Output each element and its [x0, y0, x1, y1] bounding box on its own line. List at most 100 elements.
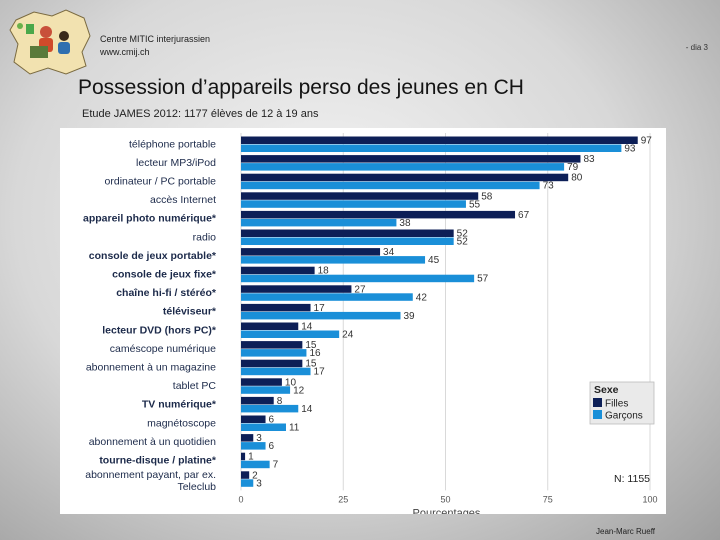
- bar-garcons: [241, 311, 401, 320]
- org-url: www.cmij.ch: [100, 47, 150, 57]
- bar-garcons: [241, 367, 311, 376]
- data-label: 42: [416, 292, 428, 303]
- category-label: appareil photo numérique*: [83, 213, 217, 225]
- data-label: 93: [624, 144, 636, 155]
- bar-filles: [241, 452, 246, 461]
- bar-filles: [241, 303, 311, 312]
- bar-garcons: [241, 181, 540, 190]
- bar-filles: [241, 266, 315, 275]
- bar-garcons: [241, 237, 454, 245]
- category-label: tourne-disque / platine*: [99, 455, 217, 467]
- bar-filles: [241, 248, 381, 256]
- data-label: 79: [567, 162, 579, 173]
- category-label: console de jeux portable*: [89, 250, 217, 262]
- data-label: 1: [248, 452, 254, 463]
- bar-garcons: [241, 293, 413, 301]
- bar-garcons: [241, 460, 270, 469]
- data-label: 7: [273, 460, 279, 471]
- bar-garcons: [241, 404, 299, 413]
- bar-garcons: [241, 163, 565, 171]
- category-label: abonnement à un magazine: [86, 362, 216, 374]
- x-tick-label: 0: [238, 494, 243, 504]
- data-label: 14: [301, 322, 313, 333]
- category-label: téléviseur*: [163, 306, 217, 318]
- data-label: 6: [269, 415, 275, 426]
- x-tick-label: 25: [338, 494, 348, 504]
- data-label: 14: [301, 404, 313, 415]
- x-tick-label: 100: [642, 494, 657, 504]
- category-label: radio: [193, 231, 217, 243]
- category-label: caméscope numérique: [110, 343, 216, 355]
- data-label: 55: [469, 199, 481, 210]
- bar-filles: [241, 155, 581, 163]
- category-label: ordinateur / PC portable: [105, 176, 217, 188]
- data-label: 57: [477, 274, 489, 285]
- data-label: 83: [583, 154, 595, 165]
- data-label: 17: [314, 367, 326, 378]
- bar-filles: [241, 173, 569, 182]
- bar-garcons: [241, 256, 426, 264]
- bar-garcons: [241, 330, 340, 338]
- data-label: 15: [305, 359, 317, 370]
- data-label: 2: [252, 470, 258, 481]
- bar-garcons: [241, 349, 307, 357]
- data-label: 73: [543, 181, 555, 192]
- data-label: 3: [256, 478, 262, 489]
- bar-filles: [241, 415, 266, 423]
- data-label: 11: [289, 423, 300, 434]
- bar-garcons: [241, 442, 266, 450]
- data-label: 38: [399, 218, 411, 229]
- legend-swatch-garcons: [593, 410, 602, 419]
- data-label: 39: [404, 311, 416, 322]
- data-label: 27: [354, 284, 366, 295]
- bar-garcons: [241, 479, 254, 487]
- x-tick-label: 50: [440, 494, 450, 504]
- data-label: 18: [318, 266, 330, 277]
- data-label: 10: [285, 377, 297, 388]
- category-label: tablet PC: [173, 380, 217, 392]
- bar-filles: [241, 322, 299, 330]
- slide-title: Possession d’appareils perso des jeunes …: [78, 76, 524, 99]
- x-tick-label: 75: [543, 494, 553, 504]
- category-label: lecteur DVD (hors PC)*: [102, 324, 217, 336]
- category-label: Teleclub: [177, 481, 216, 493]
- bar-garcons: [241, 274, 475, 283]
- legend-title: Sexe: [594, 384, 619, 396]
- data-label: 58: [481, 191, 493, 202]
- bar-filles: [241, 471, 250, 479]
- data-label: 15: [305, 340, 317, 351]
- data-label: 34: [383, 247, 395, 258]
- bar-filles: [241, 396, 274, 405]
- bar-filles: [241, 341, 303, 349]
- bar-filles: [241, 136, 638, 144]
- chart-panel: téléphone portable 97 93 lecteur MP3/iPod 83…: [60, 128, 666, 519]
- bar-filles: [241, 359, 303, 368]
- legend-label: Filles: [605, 399, 628, 410]
- bar-garcons: [241, 386, 291, 394]
- bar-filles: [241, 229, 454, 237]
- bar-filles: [241, 210, 516, 219]
- author-name: Jean-Marc Rueff: [596, 527, 655, 536]
- slide-number: - dia 3: [685, 43, 708, 52]
- data-label: 67: [518, 210, 530, 221]
- data-label: 8: [277, 396, 283, 407]
- category-label: abonnement à un quotidien: [89, 436, 216, 448]
- data-label: 12: [293, 385, 305, 396]
- category-label: abonnement payant, par ex.: [85, 469, 216, 481]
- bar-filles: [241, 192, 479, 200]
- data-label: 17: [314, 303, 326, 314]
- data-label: 3: [256, 433, 262, 444]
- data-label: 24: [342, 330, 354, 341]
- data-label: 45: [428, 255, 440, 266]
- data-label: 52: [457, 237, 469, 248]
- category-label: console de jeux fixe*: [112, 269, 217, 281]
- header-org: Centre MITIC interjurassien www.cmij.ch: [100, 33, 210, 59]
- data-label: 16: [309, 348, 321, 359]
- legend-label: Garçons: [605, 411, 643, 422]
- category-label: accès Internet: [150, 194, 216, 206]
- sample-size-annotation: N: 1155: [614, 473, 650, 485]
- category-label: magnétoscope: [147, 417, 216, 429]
- data-label: 52: [457, 229, 469, 240]
- data-label: 97: [641, 136, 653, 147]
